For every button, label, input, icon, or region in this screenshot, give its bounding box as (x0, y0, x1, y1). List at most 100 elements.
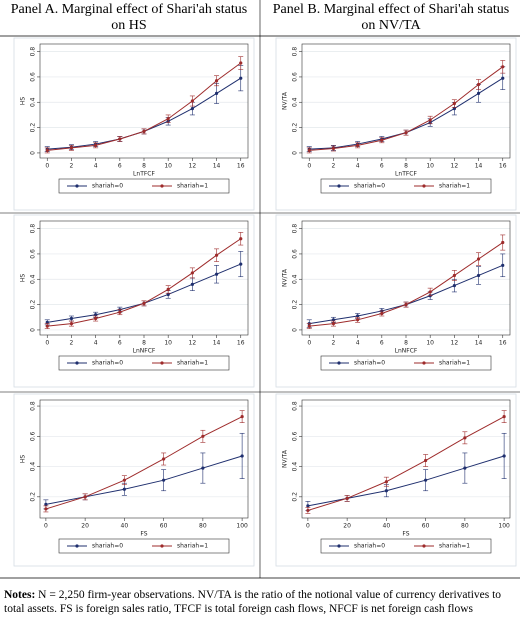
point (166, 287, 170, 291)
point (122, 478, 126, 482)
x-tick-label: 0 (45, 340, 49, 347)
panel-a-title: Panel A. Marginal effect of Shari'ah sta… (0, 2, 258, 34)
point (239, 76, 243, 80)
y-tick-label: 0.4 (292, 462, 299, 472)
legend-label: shariah=0 (92, 183, 123, 190)
point (356, 143, 360, 147)
x-tick-label: 8 (142, 163, 146, 170)
x-tick-label: 16 (237, 340, 245, 347)
y-tick-label: 0 (30, 328, 37, 332)
point (44, 507, 48, 511)
legend-marker (75, 544, 79, 548)
point (380, 311, 384, 316)
point (428, 290, 432, 294)
x-tick-label: 14 (213, 163, 221, 170)
x-tick-label: 8 (404, 163, 408, 170)
point (239, 61, 243, 65)
x-axis-label: FS (402, 531, 409, 538)
legend-box (320, 178, 492, 194)
y-axis-label: NV/TA (282, 91, 289, 110)
point (122, 487, 126, 491)
point (356, 314, 360, 318)
x-tick-label: 14 (475, 163, 483, 170)
title-line: on HS (111, 18, 147, 33)
y-tick-label: 0 (292, 151, 299, 155)
x-tick-label: 2 (70, 163, 74, 170)
y-tick-label: 0.8 (30, 224, 37, 234)
point (142, 129, 146, 133)
point (162, 478, 166, 482)
point (476, 91, 481, 95)
x-tick-label: 60 (422, 523, 430, 530)
point (94, 316, 98, 321)
point (162, 457, 166, 461)
x-tick-label: 100 (498, 523, 510, 530)
notes: Notes: N = 2,250 firm-year observations.… (4, 588, 516, 616)
x-tick-label: 12 (189, 340, 197, 347)
point (476, 257, 481, 261)
x-tick-label: 12 (189, 163, 197, 170)
plot-frame (39, 43, 249, 159)
point (190, 99, 194, 103)
point (45, 148, 49, 152)
x-tick-label: 2 (70, 340, 74, 347)
legend-label: shariah=1 (439, 360, 470, 367)
plot-frame (39, 399, 249, 519)
point (306, 504, 310, 508)
y-tick-label: 0.6 (292, 72, 299, 82)
x-tick-label: 2 (332, 340, 336, 347)
chart-background (13, 393, 255, 567)
y-tick-label: 0.4 (30, 274, 37, 284)
point (190, 271, 194, 275)
point (94, 313, 98, 317)
legend-label: shariah=1 (177, 360, 208, 367)
point (239, 262, 243, 266)
x-tick-label: 20 (343, 523, 351, 530)
chart-background (275, 393, 517, 567)
x-tick-label: 80 (461, 523, 469, 530)
point (201, 466, 205, 470)
legend-marker (337, 184, 341, 188)
point (476, 82, 481, 87)
x-tick-label: 60 (160, 523, 168, 530)
point (118, 310, 122, 314)
x-tick-label: 4 (356, 340, 360, 347)
legend-box (58, 178, 230, 194)
legend-box (58, 538, 230, 554)
point (201, 434, 205, 438)
y-tick-label: 0.2 (30, 123, 37, 133)
legend-marker (422, 184, 426, 188)
plot-frame (39, 220, 249, 336)
y-tick-label: 0.8 (292, 47, 299, 57)
point (45, 324, 49, 328)
point (404, 131, 408, 135)
x-tick-label: 80 (199, 523, 207, 530)
legend-marker (160, 184, 164, 188)
point (331, 318, 336, 322)
y-tick-label: 0.2 (292, 492, 299, 502)
point (380, 138, 384, 142)
x-tick-label: 0 (306, 523, 310, 530)
x-axis-label: LnNFCF (133, 348, 156, 355)
y-tick-label: 0.8 (292, 401, 299, 411)
x-tick-label: 10 (164, 163, 172, 170)
x-tick-label: 2 (332, 163, 336, 170)
legend-marker (337, 361, 341, 365)
x-tick-label: 100 (236, 523, 248, 530)
legend-marker (422, 361, 426, 365)
point (502, 454, 506, 458)
legend-label: shariah=1 (439, 543, 470, 550)
legend-label: shariah=1 (177, 183, 208, 190)
x-tick-label: 20 (81, 523, 89, 530)
point (502, 415, 506, 419)
legend-box (320, 538, 492, 554)
y-tick-label: 0.4 (292, 97, 299, 107)
notes-text: N = 2,250 firm-year observations. NV/TA … (4, 589, 502, 615)
legend-marker (160, 361, 164, 365)
point (452, 273, 456, 278)
x-tick-label: 14 (213, 340, 221, 347)
x-tick-label: 0 (307, 340, 311, 347)
y-tick-label: 0 (30, 151, 37, 155)
point (452, 107, 456, 111)
